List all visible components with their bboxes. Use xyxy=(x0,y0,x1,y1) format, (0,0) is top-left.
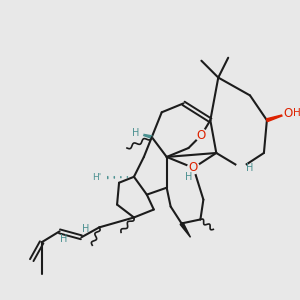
Text: O: O xyxy=(283,107,292,120)
Polygon shape xyxy=(180,223,190,237)
Text: H: H xyxy=(60,234,67,244)
Text: O: O xyxy=(197,129,206,142)
Text: H: H xyxy=(132,128,140,138)
Polygon shape xyxy=(137,133,152,138)
Text: H': H' xyxy=(93,173,102,182)
Circle shape xyxy=(236,163,246,173)
Circle shape xyxy=(131,127,143,139)
Text: H: H xyxy=(246,163,254,173)
Circle shape xyxy=(96,173,106,183)
Text: H: H xyxy=(293,108,300,118)
Text: H: H xyxy=(82,224,89,234)
Circle shape xyxy=(196,129,207,141)
Text: O: O xyxy=(189,161,198,174)
Text: H: H xyxy=(185,172,192,182)
Circle shape xyxy=(188,162,200,174)
Polygon shape xyxy=(266,113,289,122)
Circle shape xyxy=(283,107,295,119)
